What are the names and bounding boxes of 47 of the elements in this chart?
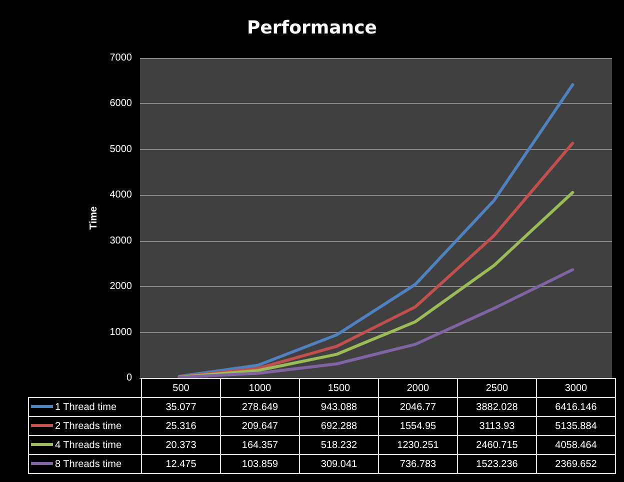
data-label: 12.475 bbox=[142, 454, 220, 474]
data-label: 736.783 bbox=[378, 454, 458, 474]
y-tick-label: 5000 bbox=[110, 144, 132, 155]
line-series bbox=[178, 83, 574, 378]
y-tick-label: 7000 bbox=[110, 52, 132, 64]
data-label: 3882.028 bbox=[458, 398, 536, 416]
data-label: 5135.884 bbox=[536, 416, 616, 436]
x-tick-label: 500 bbox=[142, 378, 220, 398]
x-tick-label: 3000 bbox=[536, 378, 616, 398]
data-label: 164.357 bbox=[220, 436, 300, 454]
data-label: 309.041 bbox=[300, 454, 378, 474]
data-label: 692.288 bbox=[300, 416, 378, 436]
y-tick-label: 1000 bbox=[110, 326, 132, 338]
chart-title: Performance bbox=[247, 18, 377, 38]
data-label: 2369.652 bbox=[536, 454, 616, 474]
data-label: 1523.236 bbox=[458, 454, 536, 474]
data-label: 518.232 bbox=[300, 436, 378, 454]
y-tick-label: 3000 bbox=[110, 235, 132, 246]
line-series bbox=[178, 190, 574, 379]
y-tick-label: 2000 bbox=[110, 281, 132, 292]
x-tick-label: 2000 bbox=[378, 378, 458, 398]
legend-label: 8 Threads time bbox=[28, 454, 142, 474]
y-tick-label: 0 bbox=[126, 372, 132, 384]
y-tick-label: 6000 bbox=[110, 98, 132, 110]
data-label: 35.077 bbox=[142, 398, 220, 416]
data-label: 2046.77 bbox=[378, 398, 458, 416]
legend-label: 2 Threads time bbox=[28, 416, 142, 436]
legend-label: 1 Thread time bbox=[28, 398, 142, 416]
line-series bbox=[178, 268, 574, 379]
data-label: 20.373 bbox=[142, 436, 220, 454]
y-tick-label: 4000 bbox=[110, 190, 132, 201]
data-label: 3113.93 bbox=[458, 416, 536, 436]
x-tick-label: 2500 bbox=[458, 378, 536, 398]
data-label: 103.859 bbox=[220, 454, 300, 474]
x-tick-label: 1500 bbox=[300, 378, 378, 398]
legend-label: 4 Threads time bbox=[28, 436, 142, 454]
data-label: 4058.464 bbox=[536, 436, 616, 454]
data-label: 2460.715 bbox=[458, 436, 536, 454]
data-label: 209.647 bbox=[220, 416, 300, 436]
x-tick-label: 1000 bbox=[220, 378, 300, 398]
data-label: 1554.95 bbox=[378, 416, 458, 436]
data-label: 278.649 bbox=[220, 398, 300, 416]
data-label: 6416.146 bbox=[536, 398, 616, 416]
y-axis-title: Time bbox=[88, 206, 100, 230]
data-label: 25.316 bbox=[142, 416, 220, 436]
data-label: 1230.251 bbox=[378, 436, 458, 454]
data-label: 943.088 bbox=[300, 398, 378, 416]
